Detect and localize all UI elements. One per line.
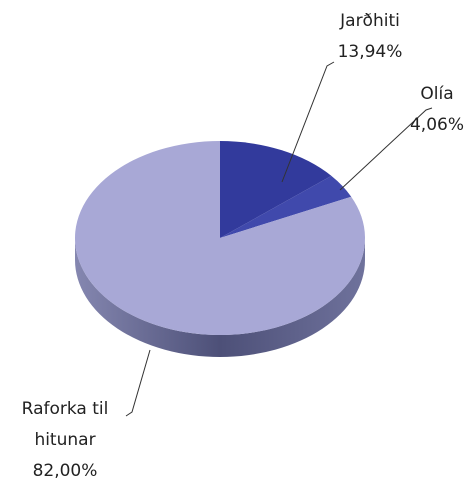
category-label: Jarðhiti bbox=[340, 11, 400, 31]
slice-label: Raforka til hitunar 82,00% bbox=[5, 394, 125, 480]
category-label: Olía bbox=[420, 84, 454, 104]
slice-label: Olía 4,06% bbox=[382, 79, 472, 141]
value-label: 82,00% bbox=[32, 461, 98, 480]
pie-slice bbox=[220, 175, 352, 238]
leader-line bbox=[125, 349, 151, 417]
slice-label: Jarðhiti 13,94% bbox=[310, 6, 430, 68]
value-label: 13,94% bbox=[337, 42, 403, 62]
leader-line bbox=[339, 107, 433, 191]
pie-slice bbox=[220, 141, 332, 238]
pie-slice bbox=[74, 141, 365, 335]
pie-side bbox=[75, 238, 365, 357]
value-label: 4,06% bbox=[409, 115, 464, 135]
leader-line bbox=[281, 61, 335, 183]
category-label: Raforka til hitunar bbox=[21, 399, 109, 450]
